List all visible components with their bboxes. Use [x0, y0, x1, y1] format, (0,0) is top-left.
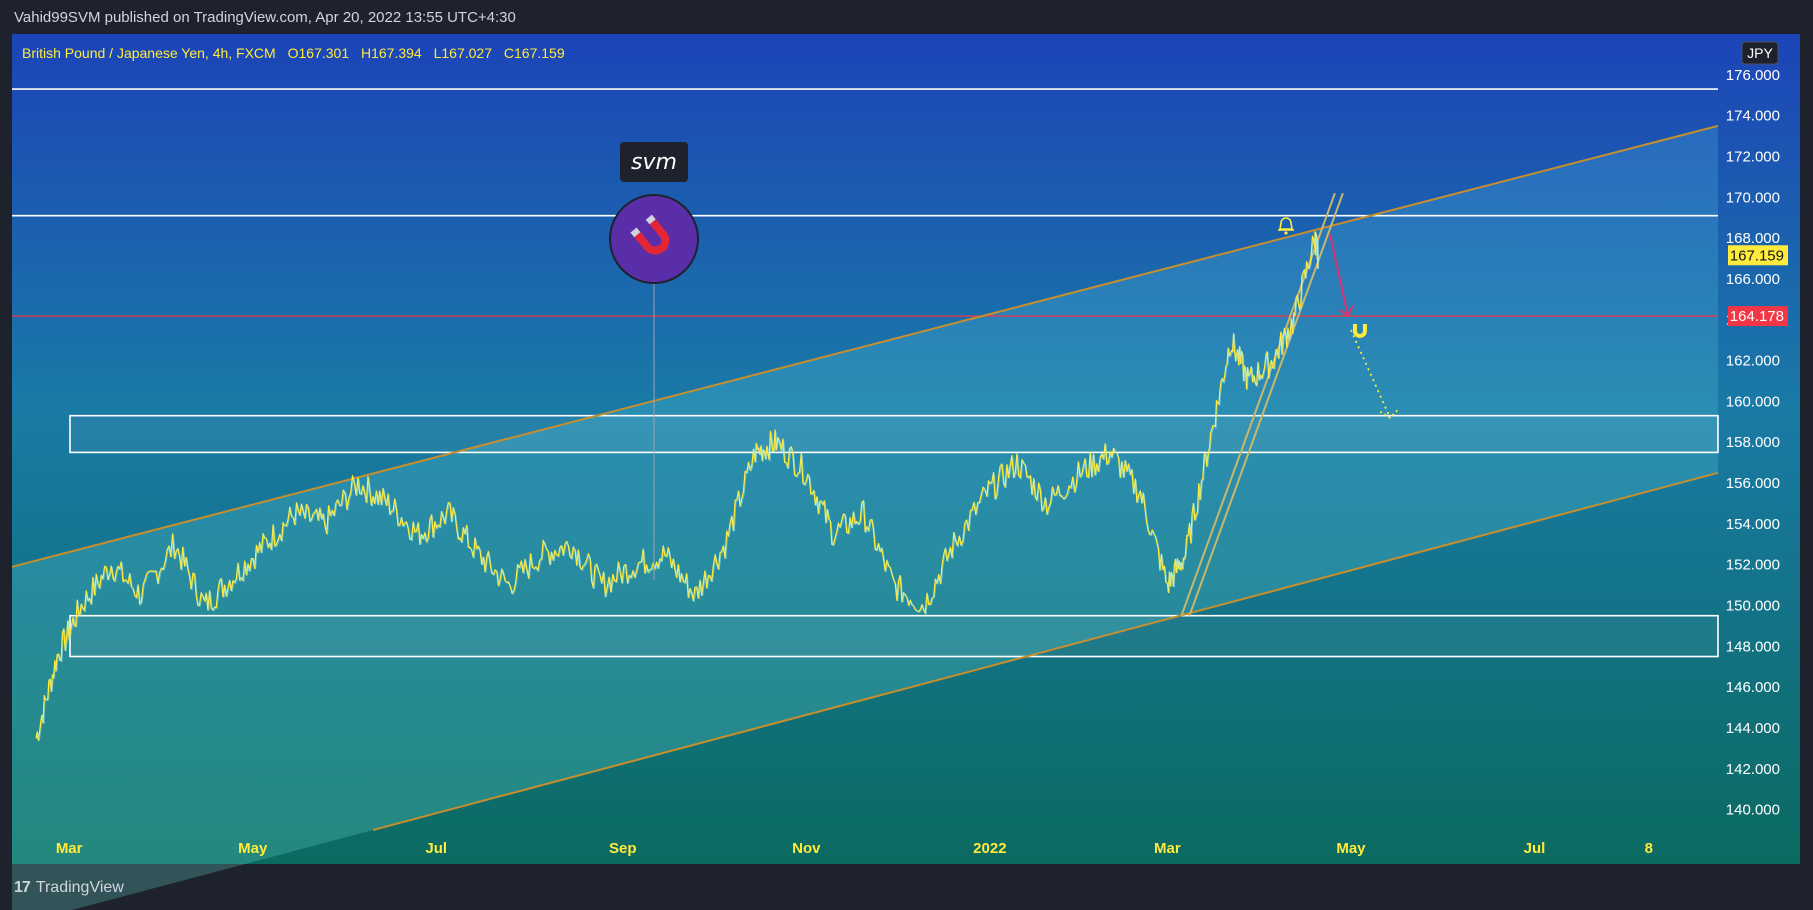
small-magnet-icon: [1352, 323, 1367, 338]
magnet-badge: [609, 194, 699, 284]
x-tick-label: Jul: [1524, 840, 1546, 857]
y-tick-label: 176.000: [1726, 67, 1780, 84]
trendline[interactable]: [1180, 192, 1336, 617]
channel-lower-line[interactable]: [372, 471, 1719, 831]
svm-label: svm: [631, 150, 677, 175]
x-tick-label: May: [238, 840, 268, 857]
y-tick-label: 146.000: [1726, 679, 1780, 696]
x-tick-label: Mar: [1154, 840, 1181, 857]
svg-text:JPY: JPY: [1747, 45, 1773, 61]
x-tick-label: 8: [1645, 840, 1653, 857]
channel-upper-line[interactable]: [11, 124, 1719, 568]
y-tick-label: 150.000: [1726, 597, 1780, 614]
symbol-name: British Pound / Japanese Yen, 4h, FXCM: [22, 45, 276, 61]
y-tick-label: 172.000: [1726, 148, 1780, 165]
y-tick-label: 162.000: [1726, 353, 1780, 370]
y-tick-label: 160.000: [1726, 393, 1780, 410]
level-price-label: 164.178: [1730, 308, 1784, 325]
y-tick-label: 168.000: [1726, 230, 1780, 247]
ohlc-open: O167.301: [288, 45, 350, 61]
level-price-tag: [1728, 306, 1788, 327]
price-series-wick: [36, 232, 1320, 742]
x-tick-label: Nov: [792, 840, 821, 857]
x-axis: Mar May Jul Sep Nov 2022 Mar May Jul 8: [56, 840, 1653, 857]
y-tick-label: 140.000: [1726, 802, 1780, 819]
ohlc-low: L167.027: [434, 45, 493, 61]
projection-arrow-head: [1338, 305, 1354, 318]
x-tick-label: 2022: [973, 840, 1006, 857]
svm-callout[interactable]: svm: [609, 142, 699, 580]
alert-bell-icon[interactable]: [1278, 217, 1294, 235]
y-tick-label: 158.000: [1726, 434, 1780, 451]
y-tick-label: 166.000: [1726, 271, 1780, 288]
y-tick-label: 148.000: [1726, 638, 1780, 655]
ohlc-close: C167.159: [504, 45, 565, 61]
y-axis: 140.000 142.000 144.000 146.000 148.000 150.0…: [1726, 67, 1780, 819]
symbol-info: British Pound / Japanese Yen, 4h, FXCM O…: [22, 45, 565, 61]
price-series-line[interactable]: [35, 231, 1319, 741]
publisher-header: Vahid99SVM published on TradingView.com,…: [14, 9, 516, 26]
dotted-projection-head: [1379, 409, 1399, 419]
tradingview-brand: TradingView: [35, 878, 124, 896]
x-tick-label: Jul: [425, 840, 447, 857]
ohlc-high: H167.394: [361, 45, 422, 61]
support-zone[interactable]: [69, 414, 1719, 454]
y-tick-label: 174.000: [1726, 108, 1780, 125]
x-tick-label: May: [1336, 840, 1366, 857]
current-price-label: 167.159: [1730, 247, 1784, 264]
y-tick-label: 144.000: [1726, 720, 1780, 737]
footer-brand: 17 TradingView: [0, 865, 1813, 910]
currency-badge[interactable]: JPY: [1741, 41, 1779, 65]
current-price-tag: [1728, 245, 1788, 266]
y-tick-label: 170.000: [1726, 189, 1780, 206]
magnet-icon: [630, 214, 670, 255]
svm-label-box: [620, 142, 688, 182]
x-tick-label: Sep: [609, 840, 637, 857]
y-tick-label: 142.000: [1726, 761, 1780, 778]
y-tick-label: 154.000: [1726, 516, 1780, 533]
projection-arrow[interactable]: [1328, 233, 1349, 316]
dotted-projection[interactable]: [1350, 329, 1391, 419]
tradingview-logo-icon: 17: [14, 878, 31, 896]
y-tick-label: 152.000: [1726, 557, 1780, 574]
y-tick-label: 156.000: [1726, 475, 1780, 492]
support-zone[interactable]: [69, 614, 1719, 658]
x-tick-label: Mar: [56, 840, 83, 857]
